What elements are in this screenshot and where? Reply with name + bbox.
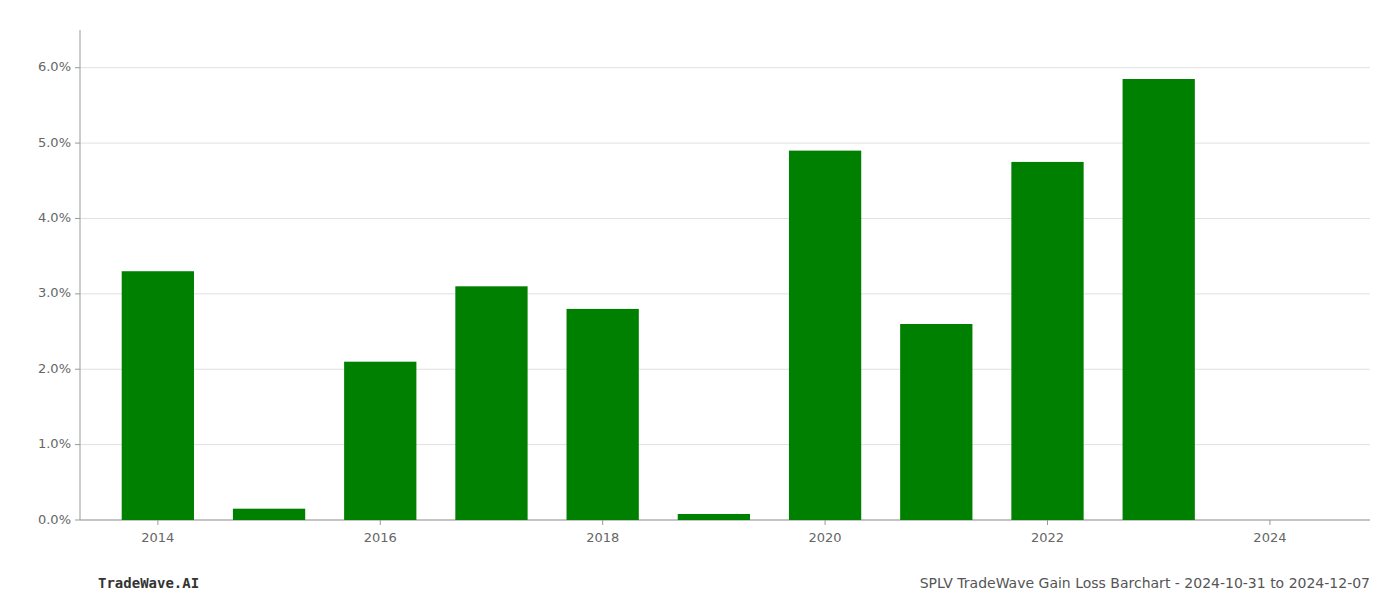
y-tick-label: 6.0% [38, 59, 71, 74]
footer-left: TradeWave.AI [98, 575, 199, 591]
bar [455, 286, 527, 520]
chart: 0.0% 1.0% 2.0% 3.0% 4.0% 5.0% 6.0% 2014 2016 2018… [0, 0, 1400, 600]
bars [122, 79, 1195, 520]
footer: TradeWave.AI SPLV TradeWave Gain Loss Bar… [98, 575, 1370, 591]
bar [789, 151, 861, 520]
y-tick [75, 67, 80, 68]
y-tick [75, 444, 80, 445]
axes: 0.0% 1.0% 2.0% 3.0% 4.0% 5.0% 6.0% 2014 2016 2018… [38, 30, 1370, 545]
y-tick-label: 3.0% [38, 285, 71, 300]
bar [567, 309, 639, 520]
bar [900, 324, 972, 520]
bar [122, 271, 194, 520]
y-tick-label: 5.0% [38, 135, 71, 150]
bar [233, 509, 305, 520]
bar [1011, 162, 1083, 520]
grid [80, 68, 1370, 520]
y-tick [75, 218, 80, 219]
x-tick [1269, 520, 1270, 525]
grid-line [80, 67, 1370, 68]
x-tick-label: 2014 [141, 530, 174, 545]
x-tick [1047, 520, 1048, 525]
x-tick [602, 520, 603, 525]
x-tick-label: 2018 [586, 530, 619, 545]
y-tick [75, 293, 80, 294]
y-tick [75, 369, 80, 370]
x-tick-label: 2020 [809, 530, 842, 545]
y-tick-label: 0.0% [38, 512, 71, 527]
x-tick-label: 2022 [1031, 530, 1064, 545]
y-tick-label: 2.0% [38, 361, 71, 376]
bar [1123, 79, 1195, 520]
bar [678, 514, 750, 520]
bar [1234, 520, 1306, 521]
x-tick-label: 2024 [1253, 530, 1286, 545]
y-tick-label: 1.0% [38, 436, 71, 451]
bar [344, 362, 416, 520]
y-axis-line [80, 30, 81, 520]
y-tick-label: 4.0% [38, 210, 71, 225]
footer-right: SPLV TradeWave Gain Loss Barchart - 2024… [920, 575, 1370, 591]
x-tick-label: 2016 [364, 530, 397, 545]
y-tick [75, 143, 80, 144]
y-tick [75, 520, 80, 521]
x-tick [825, 520, 826, 525]
x-tick [380, 520, 381, 525]
x-tick [157, 520, 158, 525]
